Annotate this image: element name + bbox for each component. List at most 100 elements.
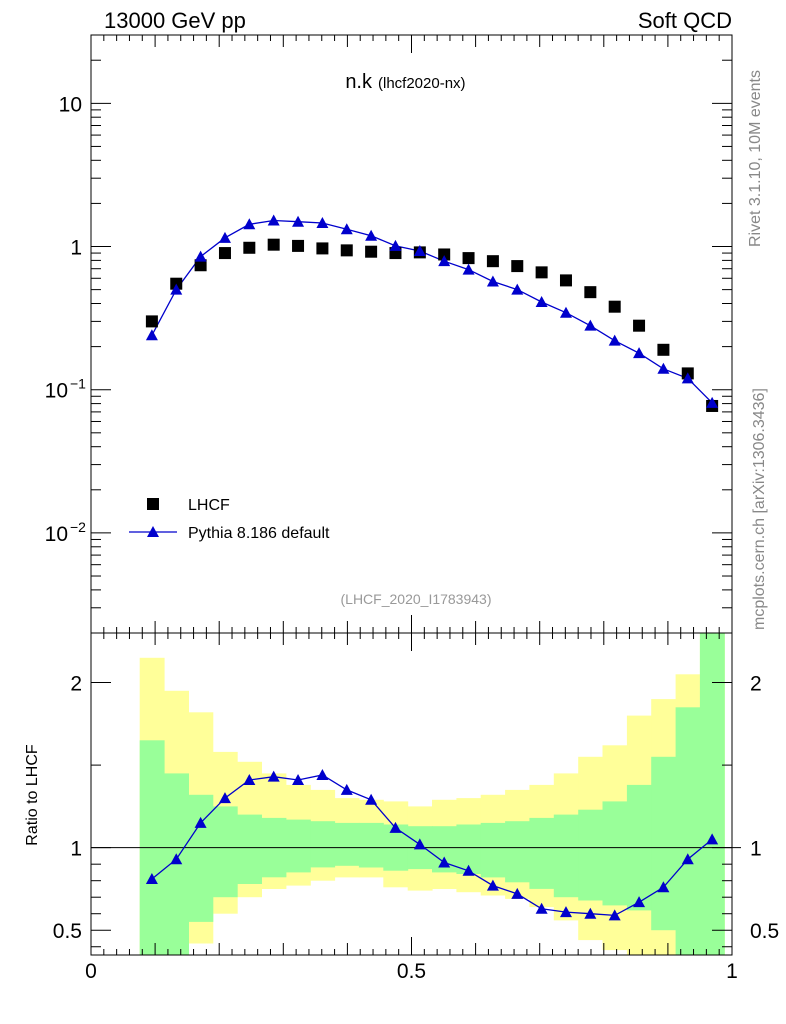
x-tick-label: 0.5: [397, 960, 426, 983]
main-series-group: [145, 214, 719, 412]
ratio-axis-ticks: [90, 633, 733, 955]
ratio-bands-group: [139, 633, 725, 955]
ratio-uncertainty-band: [553, 814, 579, 898]
ratio-uncertainty-band: [529, 817, 555, 889]
pythia-data-point: [365, 229, 378, 241]
lhcf-data-point: [194, 259, 207, 272]
ratio-pythia-point: [706, 833, 719, 845]
ratio-pythia-point: [389, 821, 402, 833]
ratio-y-tick-label-left: 0.5: [53, 920, 82, 943]
lhcf-data-point: [316, 242, 329, 255]
ratio-pythia-point: [365, 793, 378, 805]
ratio-uncertainty-band: [310, 821, 336, 868]
ratio-pythia-point: [340, 783, 353, 795]
pythia-data-point: [170, 283, 183, 295]
ratio-uncertainty-band: [334, 822, 360, 866]
ratio-uncertainty-band: [237, 814, 262, 884]
ratio-pythia-point: [218, 792, 231, 804]
legend: LHCF Pythia 8.186 default: [129, 497, 330, 542]
pythia-data-point: [559, 306, 572, 318]
ratio-y-tick-label-right: 1: [750, 838, 762, 861]
ratio-y-tick-label-left: 1: [70, 838, 82, 861]
lhcf-data-point: [145, 315, 158, 328]
lhcf-data-point: [243, 241, 256, 254]
header-left: 13000 GeV pp: [104, 8, 246, 33]
lhcf-data-point: [462, 252, 475, 265]
lhcf-data-point: [365, 245, 378, 258]
ratio-pythia-point: [438, 856, 451, 868]
lhcf-data-point: [633, 319, 646, 332]
pythia-data-point: [511, 283, 524, 295]
ratio-pythia-point: [633, 896, 646, 908]
main-subtitle: (lhcf2020-nx): [378, 75, 466, 92]
ratio-pythia-point: [316, 769, 329, 781]
mcplots-source-label: mcplots.cern.ch [arXiv:1306.3436]: [751, 388, 768, 630]
ratio-uncertainty-band: [578, 809, 604, 901]
pythia-data-point: [706, 396, 719, 408]
main-y-tick-exponent: −1: [70, 376, 86, 392]
pythia-data-point: [292, 215, 305, 227]
lhcf-data-point: [267, 238, 280, 251]
ratio-pythia-point: [681, 853, 694, 865]
ratio-uncertainty-band: [505, 821, 530, 883]
ratio-uncertainty-band: [285, 819, 311, 873]
pythia-data-point: [486, 275, 499, 287]
legend-pythia-marker: [147, 526, 159, 537]
legend-lhcf-label: LHCF: [188, 497, 230, 514]
x-tick-label: 0: [85, 960, 97, 983]
ratio-y-tick-label-right: 2: [750, 673, 762, 696]
ratio-pythia-point: [584, 907, 597, 919]
pythia-data-point: [681, 372, 694, 384]
ratio-pythia-point: [292, 773, 305, 785]
lhcf-data-point: [559, 274, 572, 287]
main-axis-ticks: [90, 34, 733, 634]
ratio-pythia-point: [511, 887, 524, 899]
ratio-pythia-point: [608, 909, 621, 921]
header-right: Soft QCD: [638, 8, 732, 33]
ratio-pythia-point: [486, 879, 499, 891]
ratio-uncertainty-band: [699, 633, 725, 955]
ratio-series-group: [145, 769, 719, 921]
lhcf-data-point: [438, 248, 451, 261]
main-frame: [90, 34, 733, 634]
lhcf-data-point: [292, 239, 305, 252]
pythia-data-point: [657, 362, 670, 374]
ratio-y-axis-label: Ratio to LHCF: [24, 744, 41, 846]
ratio-y-tick-label-right: 0.5: [750, 920, 779, 943]
pythia-data-point: [438, 255, 451, 267]
pythia-line: [151, 219, 713, 404]
pythia-data-point: [462, 263, 475, 275]
legend-lhcf-marker: [147, 498, 159, 510]
ratio-uncertainty-band: [480, 822, 506, 878]
ratio-tick-labels: 2 21 10.5 0.50 0.5 1: [53, 673, 779, 983]
ratio-uncertainty-band: [651, 756, 677, 931]
ratio-pythia-point: [559, 906, 572, 918]
lhcf-data-point: [486, 255, 499, 268]
pythia-data-point: [145, 329, 158, 341]
main-y-tick-exponent: −2: [70, 519, 86, 535]
main-y-tick-label: 10: [45, 523, 68, 546]
ratio-pythia-point: [462, 864, 475, 876]
pythia-data-point: [535, 295, 548, 307]
ratio-uncertainty-band: [602, 801, 628, 906]
ratio-pythia-point: [267, 770, 280, 782]
pythia-data-point: [340, 223, 353, 235]
pythia-data-point: [389, 239, 402, 251]
lhcf-data-point: [535, 266, 548, 279]
pythia-data-point: [316, 216, 329, 228]
lhcf-data-point: [657, 343, 670, 356]
main-y-tick-label: 1: [70, 237, 82, 260]
ratio-uncertainty-band: [212, 806, 238, 898]
lhcf-data-point: [608, 300, 621, 313]
pythia-data-point: [633, 347, 646, 359]
ratio-panel: 2 21 10.5 0.50 0.5 1 Ratio to LHCF: [24, 632, 779, 983]
ratio-uncertainty-band: [675, 707, 701, 955]
pythia-data-point: [243, 218, 256, 230]
main-y-tick-label: 10: [45, 380, 68, 403]
analysis-watermark: (LHCF_2020_I1783943): [341, 591, 492, 607]
pythia-data-point: [413, 245, 426, 257]
pythia-data-point: [584, 319, 597, 331]
ratio-pythia-point: [413, 838, 426, 850]
pythia-data-point: [608, 334, 621, 346]
